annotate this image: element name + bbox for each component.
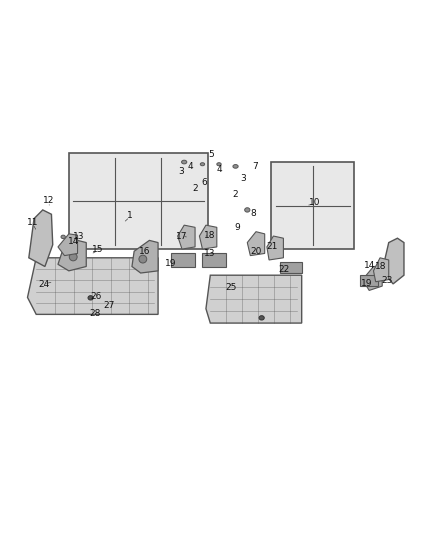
Text: 3: 3: [178, 167, 184, 176]
Polygon shape: [29, 210, 53, 266]
Polygon shape: [206, 275, 302, 323]
Polygon shape: [267, 236, 283, 260]
Text: 24: 24: [39, 280, 49, 289]
Text: 20: 20: [250, 247, 261, 256]
Polygon shape: [58, 234, 78, 256]
Text: 3: 3: [240, 174, 246, 183]
Bar: [171, 254, 195, 266]
Text: 2: 2: [233, 190, 238, 199]
Text: 19: 19: [361, 279, 373, 288]
Polygon shape: [374, 258, 389, 282]
Polygon shape: [28, 258, 158, 314]
Polygon shape: [58, 240, 86, 271]
Text: 21: 21: [266, 243, 278, 252]
Text: 18: 18: [375, 262, 387, 271]
Bar: [271, 162, 354, 249]
Text: 13: 13: [73, 232, 85, 241]
Text: 10: 10: [309, 198, 321, 207]
Ellipse shape: [259, 316, 264, 320]
Ellipse shape: [69, 253, 77, 261]
Text: 11: 11: [27, 219, 39, 228]
Polygon shape: [382, 238, 404, 284]
Ellipse shape: [217, 163, 221, 166]
Ellipse shape: [233, 165, 238, 168]
Text: 19: 19: [166, 259, 177, 268]
Text: 2: 2: [192, 184, 198, 192]
Text: 9: 9: [234, 223, 240, 232]
Text: 28: 28: [89, 309, 101, 318]
Text: 14: 14: [364, 261, 375, 270]
Bar: [69, 154, 208, 249]
Text: 1: 1: [127, 211, 133, 220]
Text: 4: 4: [188, 162, 194, 171]
Bar: [201, 254, 226, 266]
Text: 13: 13: [204, 249, 215, 258]
Text: 23: 23: [381, 276, 392, 285]
Text: 12: 12: [43, 196, 54, 205]
Polygon shape: [363, 266, 382, 290]
Text: 18: 18: [204, 231, 215, 240]
Polygon shape: [132, 240, 158, 273]
Text: 5: 5: [208, 150, 214, 159]
Ellipse shape: [61, 235, 65, 239]
Text: 22: 22: [279, 265, 290, 274]
Ellipse shape: [245, 208, 250, 212]
Polygon shape: [178, 225, 195, 249]
Text: 6: 6: [201, 178, 207, 187]
Ellipse shape: [88, 296, 93, 300]
Ellipse shape: [200, 163, 205, 166]
Text: 14: 14: [67, 237, 79, 246]
Text: 8: 8: [250, 209, 256, 218]
Polygon shape: [199, 225, 217, 249]
Ellipse shape: [182, 160, 187, 164]
Text: 4: 4: [216, 165, 222, 174]
Text: 17: 17: [176, 231, 188, 240]
Bar: [360, 275, 378, 286]
Text: 16: 16: [139, 247, 151, 256]
Text: 7: 7: [252, 162, 258, 171]
Text: 26: 26: [91, 293, 102, 302]
Ellipse shape: [139, 255, 147, 263]
Text: 15: 15: [92, 245, 104, 254]
Text: 25: 25: [226, 283, 237, 292]
Bar: [280, 262, 302, 273]
Text: 27: 27: [104, 301, 115, 310]
Polygon shape: [247, 232, 265, 256]
